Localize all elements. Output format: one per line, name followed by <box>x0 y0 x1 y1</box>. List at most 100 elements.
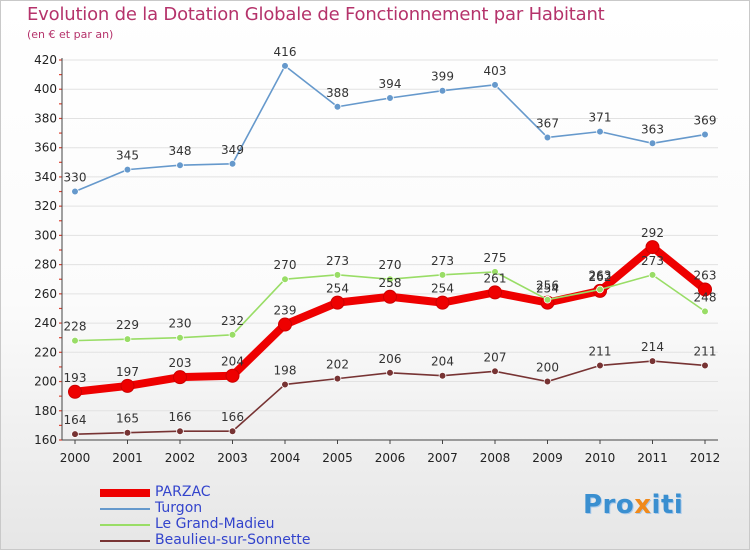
data-label-le-grand-madieu-2003: 232 <box>221 314 244 328</box>
point-parzac-2000 <box>68 384 82 399</box>
x-tick-label-2005: 2005 <box>322 451 353 465</box>
point-le-grand-madieu-2005 <box>333 271 342 279</box>
data-label-le-grand-madieu-2011: 273 <box>641 254 664 268</box>
point-le-grand-madieu-2003 <box>228 330 237 339</box>
point-turgon-2008 <box>491 81 499 89</box>
point-turgon-2000 <box>71 187 79 196</box>
data-label-beaulieu-sur-sonnette-2001: 165 <box>116 412 139 426</box>
data-label-beaulieu-sur-sonnette-2007: 204 <box>431 355 454 369</box>
y-tick-label-300: 300 <box>34 228 57 242</box>
data-label-turgon-2010: 371 <box>589 111 612 125</box>
point-turgon-2009 <box>543 133 552 142</box>
data-label-le-grand-madieu-2002: 230 <box>169 317 192 331</box>
point-beaulieu-sur-sonnette-2006 <box>386 368 394 377</box>
point-le-grand-madieu-2011 <box>648 271 657 279</box>
point-turgon-2007 <box>438 86 447 95</box>
data-label-turgon-2012: 369 <box>694 114 717 128</box>
point-le-grand-madieu-2008 <box>491 268 499 276</box>
data-label-turgon-2011: 363 <box>641 122 664 136</box>
point-beaulieu-sur-sonnette-2010 <box>596 361 604 370</box>
data-label-parzac-2011: 292 <box>641 226 664 240</box>
y-tick-label-360: 360 <box>34 141 57 155</box>
data-label-le-grand-madieu-2006: 270 <box>379 258 402 272</box>
point-beaulieu-sur-sonnette-2008 <box>491 367 499 376</box>
point-parzac-2007 <box>435 295 450 310</box>
data-label-turgon-2002: 348 <box>169 144 192 158</box>
data-label-le-grand-madieu-2004: 270 <box>274 258 297 272</box>
point-parzac-2005 <box>330 295 345 310</box>
point-le-grand-madieu-2009 <box>543 295 552 304</box>
data-label-le-grand-madieu-2007: 273 <box>431 254 454 268</box>
legend-swatch-parzac <box>100 489 150 497</box>
point-parzac-2004 <box>278 317 292 332</box>
y-tick-label-240: 240 <box>34 316 57 330</box>
y-tick-label-320: 320 <box>34 199 57 213</box>
proxiti-logo: Proxiti <box>583 490 684 520</box>
point-beaulieu-sur-sonnette-2000 <box>71 430 79 438</box>
chart-subtitle: (en € et par an) <box>27 28 114 41</box>
data-label-parzac-2003: 204 <box>221 355 244 369</box>
point-turgon-2002 <box>176 161 184 170</box>
point-beaulieu-sur-sonnette-2005 <box>333 374 342 383</box>
data-label-beaulieu-sur-sonnette-2009: 200 <box>536 361 559 375</box>
point-parzac-2008 <box>488 285 502 300</box>
x-tick-label-2002: 2002 <box>165 451 196 465</box>
point-le-grand-madieu-2007 <box>438 271 447 279</box>
data-label-turgon-2009: 367 <box>536 116 559 130</box>
data-label-le-grand-madieu-2000: 228 <box>64 320 87 334</box>
x-tick-label-2007: 2007 <box>427 451 458 465</box>
data-label-le-grand-madieu-2008: 275 <box>484 251 507 265</box>
point-parzac-2011 <box>645 240 660 255</box>
point-le-grand-madieu-2006 <box>386 275 394 284</box>
point-turgon-2010 <box>596 127 604 136</box>
point-turgon-2001 <box>123 165 132 174</box>
y-tick-label-380: 380 <box>34 111 57 125</box>
data-label-le-grand-madieu-2005: 273 <box>326 254 349 268</box>
point-beaulieu-sur-sonnette-2012 <box>701 361 709 370</box>
data-label-parzac-2007: 254 <box>431 282 454 296</box>
point-turgon-2004 <box>281 62 289 70</box>
data-label-parzac-2000: 193 <box>64 371 87 385</box>
x-tick-label-2000: 2000 <box>60 451 91 465</box>
data-label-parzac-2001: 197 <box>116 365 139 379</box>
data-label-parzac-2005: 254 <box>326 282 349 296</box>
chart-title: Evolution de la Dotation Globale de Fonc… <box>27 4 605 25</box>
y-tick-label-160: 160 <box>34 433 57 447</box>
point-beaulieu-sur-sonnette-2004 <box>281 380 289 389</box>
y-tick-label-340: 340 <box>34 170 57 184</box>
y-tick-label-260: 260 <box>34 287 57 301</box>
point-parzac-2001 <box>120 378 135 393</box>
point-turgon-2003 <box>228 159 237 168</box>
y-tick-label-180: 180 <box>34 404 57 418</box>
data-label-turgon-2005: 388 <box>326 86 349 100</box>
point-turgon-2006 <box>386 94 394 102</box>
point-le-grand-madieu-2010 <box>596 285 604 294</box>
point-parzac-2002 <box>173 370 187 385</box>
data-label-turgon-2003: 349 <box>221 143 244 157</box>
x-tick-label-2010: 2010 <box>585 451 616 465</box>
x-tick-label-2003: 2003 <box>217 451 248 465</box>
data-label-beaulieu-sur-sonnette-2005: 202 <box>326 358 349 372</box>
data-label-turgon-2004: 416 <box>274 45 297 59</box>
data-label-parzac-2010: 262 <box>589 270 612 284</box>
x-tick-label-2012: 2012 <box>690 451 721 465</box>
legend-swatch-turgon <box>100 508 150 510</box>
x-tick-label-2009: 2009 <box>532 451 563 465</box>
data-label-turgon-2007: 399 <box>431 70 454 84</box>
legend-label-beaulieu-sur-sonnette: Beaulieu-sur-Sonnette <box>155 532 311 548</box>
point-parzac-2012 <box>698 282 712 297</box>
y-tick-label-220: 220 <box>34 345 57 359</box>
x-tick-label-2008: 2008 <box>480 451 511 465</box>
data-label-beaulieu-sur-sonnette-2010: 211 <box>589 344 612 358</box>
data-label-parzac-2009: 254 <box>536 282 559 296</box>
data-label-le-grand-madieu-2009: 256 <box>536 279 559 293</box>
y-tick-label-400: 400 <box>34 82 57 96</box>
data-label-turgon-2008: 403 <box>484 64 507 78</box>
data-label-beaulieu-sur-sonnette-2003: 166 <box>221 410 244 424</box>
x-tick-label-2011: 2011 <box>637 451 668 465</box>
point-beaulieu-sur-sonnette-2009 <box>543 377 552 386</box>
legend-swatch-le-grand-madieu <box>100 524 150 526</box>
x-tick-label-2001: 2001 <box>112 451 143 465</box>
point-turgon-2011 <box>648 139 657 148</box>
legend-label-parzac: PARZAC <box>155 484 211 500</box>
